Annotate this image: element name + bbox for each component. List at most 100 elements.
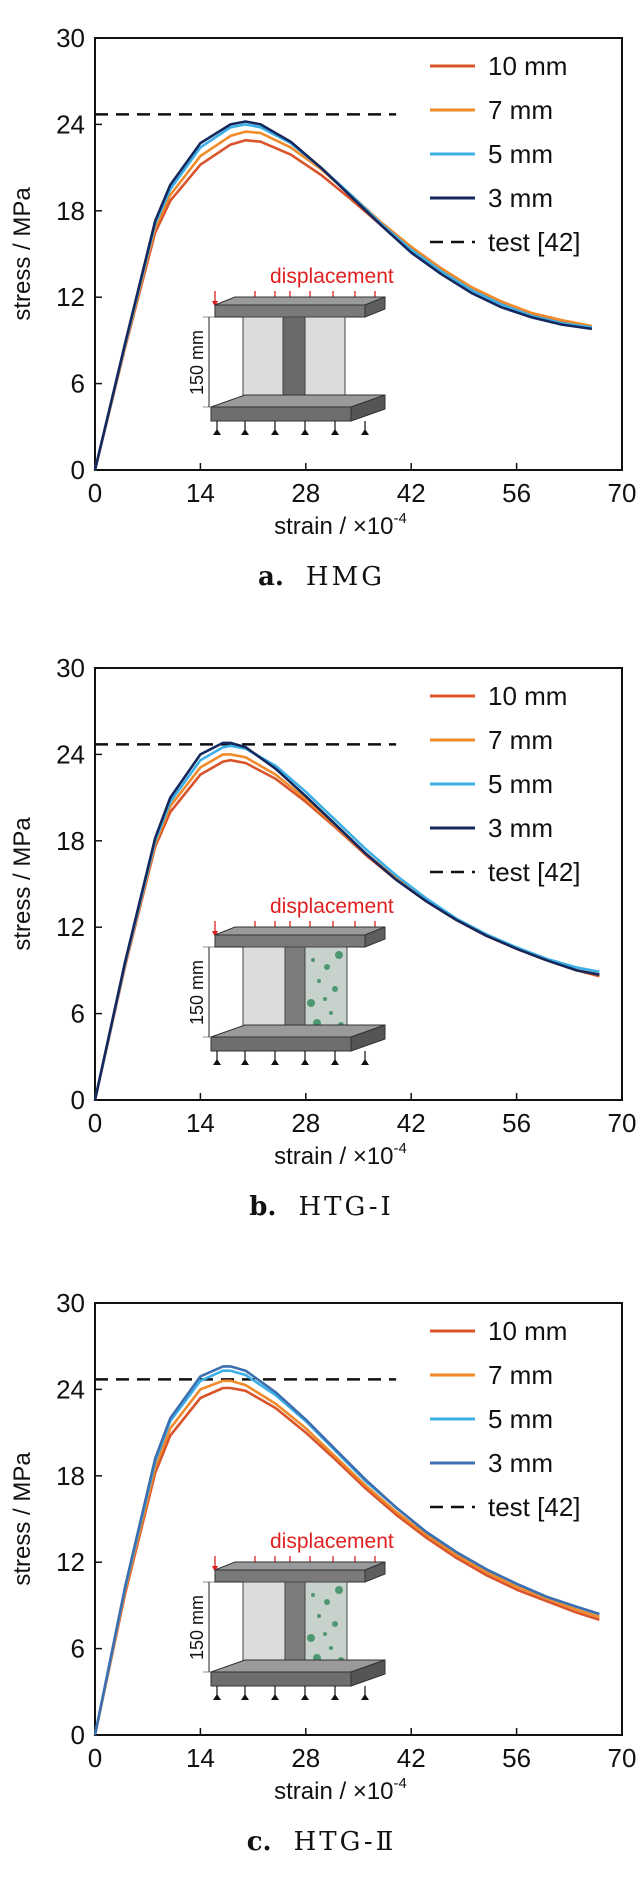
support-foot: [301, 429, 309, 435]
support-foot: [331, 1694, 339, 1700]
support-foot: [301, 1694, 309, 1700]
y-axis-label: stress / MPa: [9, 817, 36, 951]
aggregate-dot: [311, 1593, 315, 1597]
y-tick-label: 12: [56, 1547, 85, 1577]
y-axis-label: stress / MPa: [9, 187, 36, 321]
series-line-3-mm: [93, 120, 593, 471]
support-foot: [331, 429, 339, 435]
bottom-plate-side: [210, 406, 352, 422]
aggregate-dot: [324, 964, 330, 970]
x-tick-label: 0: [88, 478, 102, 508]
support-foot: [271, 429, 279, 435]
aggregate-dot: [307, 1634, 315, 1642]
displacement-arrowhead: [212, 301, 218, 307]
aggregate-dot: [332, 986, 338, 992]
top-plate-side: [214, 934, 366, 948]
y-tick-label: 6: [71, 999, 85, 1029]
x-tick-label: 14: [186, 1743, 215, 1773]
support-foot: [213, 429, 221, 435]
top-plate-end: [364, 296, 386, 318]
support-foot: [361, 1059, 369, 1065]
x-tick-label: 0: [88, 1743, 102, 1773]
y-tick-label: 30: [56, 653, 85, 683]
legend-label: 5 mm: [488, 769, 553, 799]
caption-name: HTG-Ⅰ: [298, 1192, 394, 1222]
specimen-inset: displacement 150 mm: [187, 1530, 394, 1700]
aggregate-dot: [332, 1621, 338, 1627]
caption-label: b.: [249, 1192, 277, 1222]
legend-label: 7 mm: [488, 1360, 553, 1390]
displacement-arrowhead: [212, 1566, 218, 1572]
bottom-plate-end: [350, 1659, 386, 1687]
support-foot: [331, 1059, 339, 1065]
x-tick-label: 0: [88, 1108, 102, 1138]
bottom-plate-end: [350, 1024, 386, 1052]
specimen-block-right: [304, 316, 346, 408]
x-tick-label: 42: [397, 1743, 426, 1773]
caption-label: c.: [246, 1827, 272, 1857]
x-tick-label: 70: [608, 1108, 637, 1138]
bottom-plate-end: [350, 394, 386, 422]
displacement-arrowhead: [212, 931, 218, 937]
specimen-block-left: [242, 1581, 286, 1673]
top-plate-side: [214, 304, 366, 318]
aggregate-dot: [317, 979, 321, 983]
specimen-block-right: [304, 1581, 348, 1673]
aggregate-dot: [335, 1586, 343, 1594]
specimen-block-mid: [284, 946, 306, 1038]
legend-label: 3 mm: [488, 1448, 553, 1478]
dimension-label: 150 mm: [187, 1595, 207, 1660]
chart-hmg: 0 14 28 42 56 70 0 6 12 18 24 30 strain / ×10-4 stres…: [9, 23, 636, 540]
y-tick-label: 6: [71, 369, 85, 399]
aggregate-dot: [317, 1614, 321, 1618]
aggregate-dot: [323, 1632, 327, 1636]
y-tick-label: 24: [56, 739, 85, 769]
y-axis-label: stress / MPa: [9, 1452, 36, 1586]
y-tick-label: 18: [56, 826, 85, 856]
top-plate-end: [364, 926, 386, 948]
y-tick-label: 0: [71, 455, 85, 485]
caption-htg-2: c. HTG-Ⅱ: [0, 1827, 643, 1857]
x-tick-label: 70: [608, 1743, 637, 1773]
caption-hmg: a. HMG: [0, 562, 643, 592]
legend-label: 7 mm: [488, 95, 553, 125]
top-plate-side: [214, 1569, 366, 1583]
specimen-inset: displacement 150 mm: [187, 265, 394, 435]
caption-name: HMG: [305, 562, 385, 592]
bottom-plate-side: [210, 1036, 352, 1052]
series-line-7-mm: [93, 1379, 600, 1736]
y-tick-label: 30: [56, 1288, 85, 1318]
x-axis-label-exponent: -4: [394, 1140, 407, 1157]
legend-label: 10 mm: [488, 1316, 567, 1346]
specimen-block-left: [242, 316, 284, 408]
y-tick-label: 0: [71, 1085, 85, 1115]
series-line-10-mm: [93, 1386, 600, 1736]
aggregate-dot: [335, 951, 343, 959]
x-axis-label: strain / ×10-4: [274, 1140, 407, 1170]
dimension-label: 150 mm: [187, 330, 207, 395]
displacement-label: displacement: [270, 1530, 394, 1553]
top-plate-face: [214, 926, 386, 936]
y-tick-label: 24: [56, 109, 85, 139]
x-tick-label: 42: [397, 478, 426, 508]
support-foot: [213, 1694, 221, 1700]
support-foot: [301, 1059, 309, 1065]
y-tick-label: 6: [71, 1634, 85, 1664]
legend-label-test: test [42]: [488, 1492, 581, 1522]
top-plate-face: [214, 296, 386, 306]
top-plate-end: [364, 1561, 386, 1583]
legend-label-test: test [42]: [488, 857, 581, 887]
x-axis-label-exponent: -4: [394, 510, 407, 527]
y-tick-label: 12: [56, 912, 85, 942]
support-foot: [271, 1694, 279, 1700]
legend-label: 3 mm: [488, 813, 553, 843]
chart-panel-htg-2: 0 14 28 42 56 70 0 6 12 18 24 30 strain / ×10-4 stres…: [0, 1265, 643, 1875]
support-foot: [361, 429, 369, 435]
x-axis-label: strain / ×10-4: [274, 1775, 407, 1805]
chart-panel-htg-1: 0 14 28 42 56 70 0 6 12 18 24 30 strain / ×10-4 stres…: [0, 630, 643, 1230]
displacement-label: displacement: [270, 895, 394, 918]
aggregate-dot: [324, 1599, 330, 1605]
x-axis-label-exponent: -4: [394, 1775, 407, 1792]
support-foot: [241, 1059, 249, 1065]
aggregate-dot: [307, 999, 315, 1007]
